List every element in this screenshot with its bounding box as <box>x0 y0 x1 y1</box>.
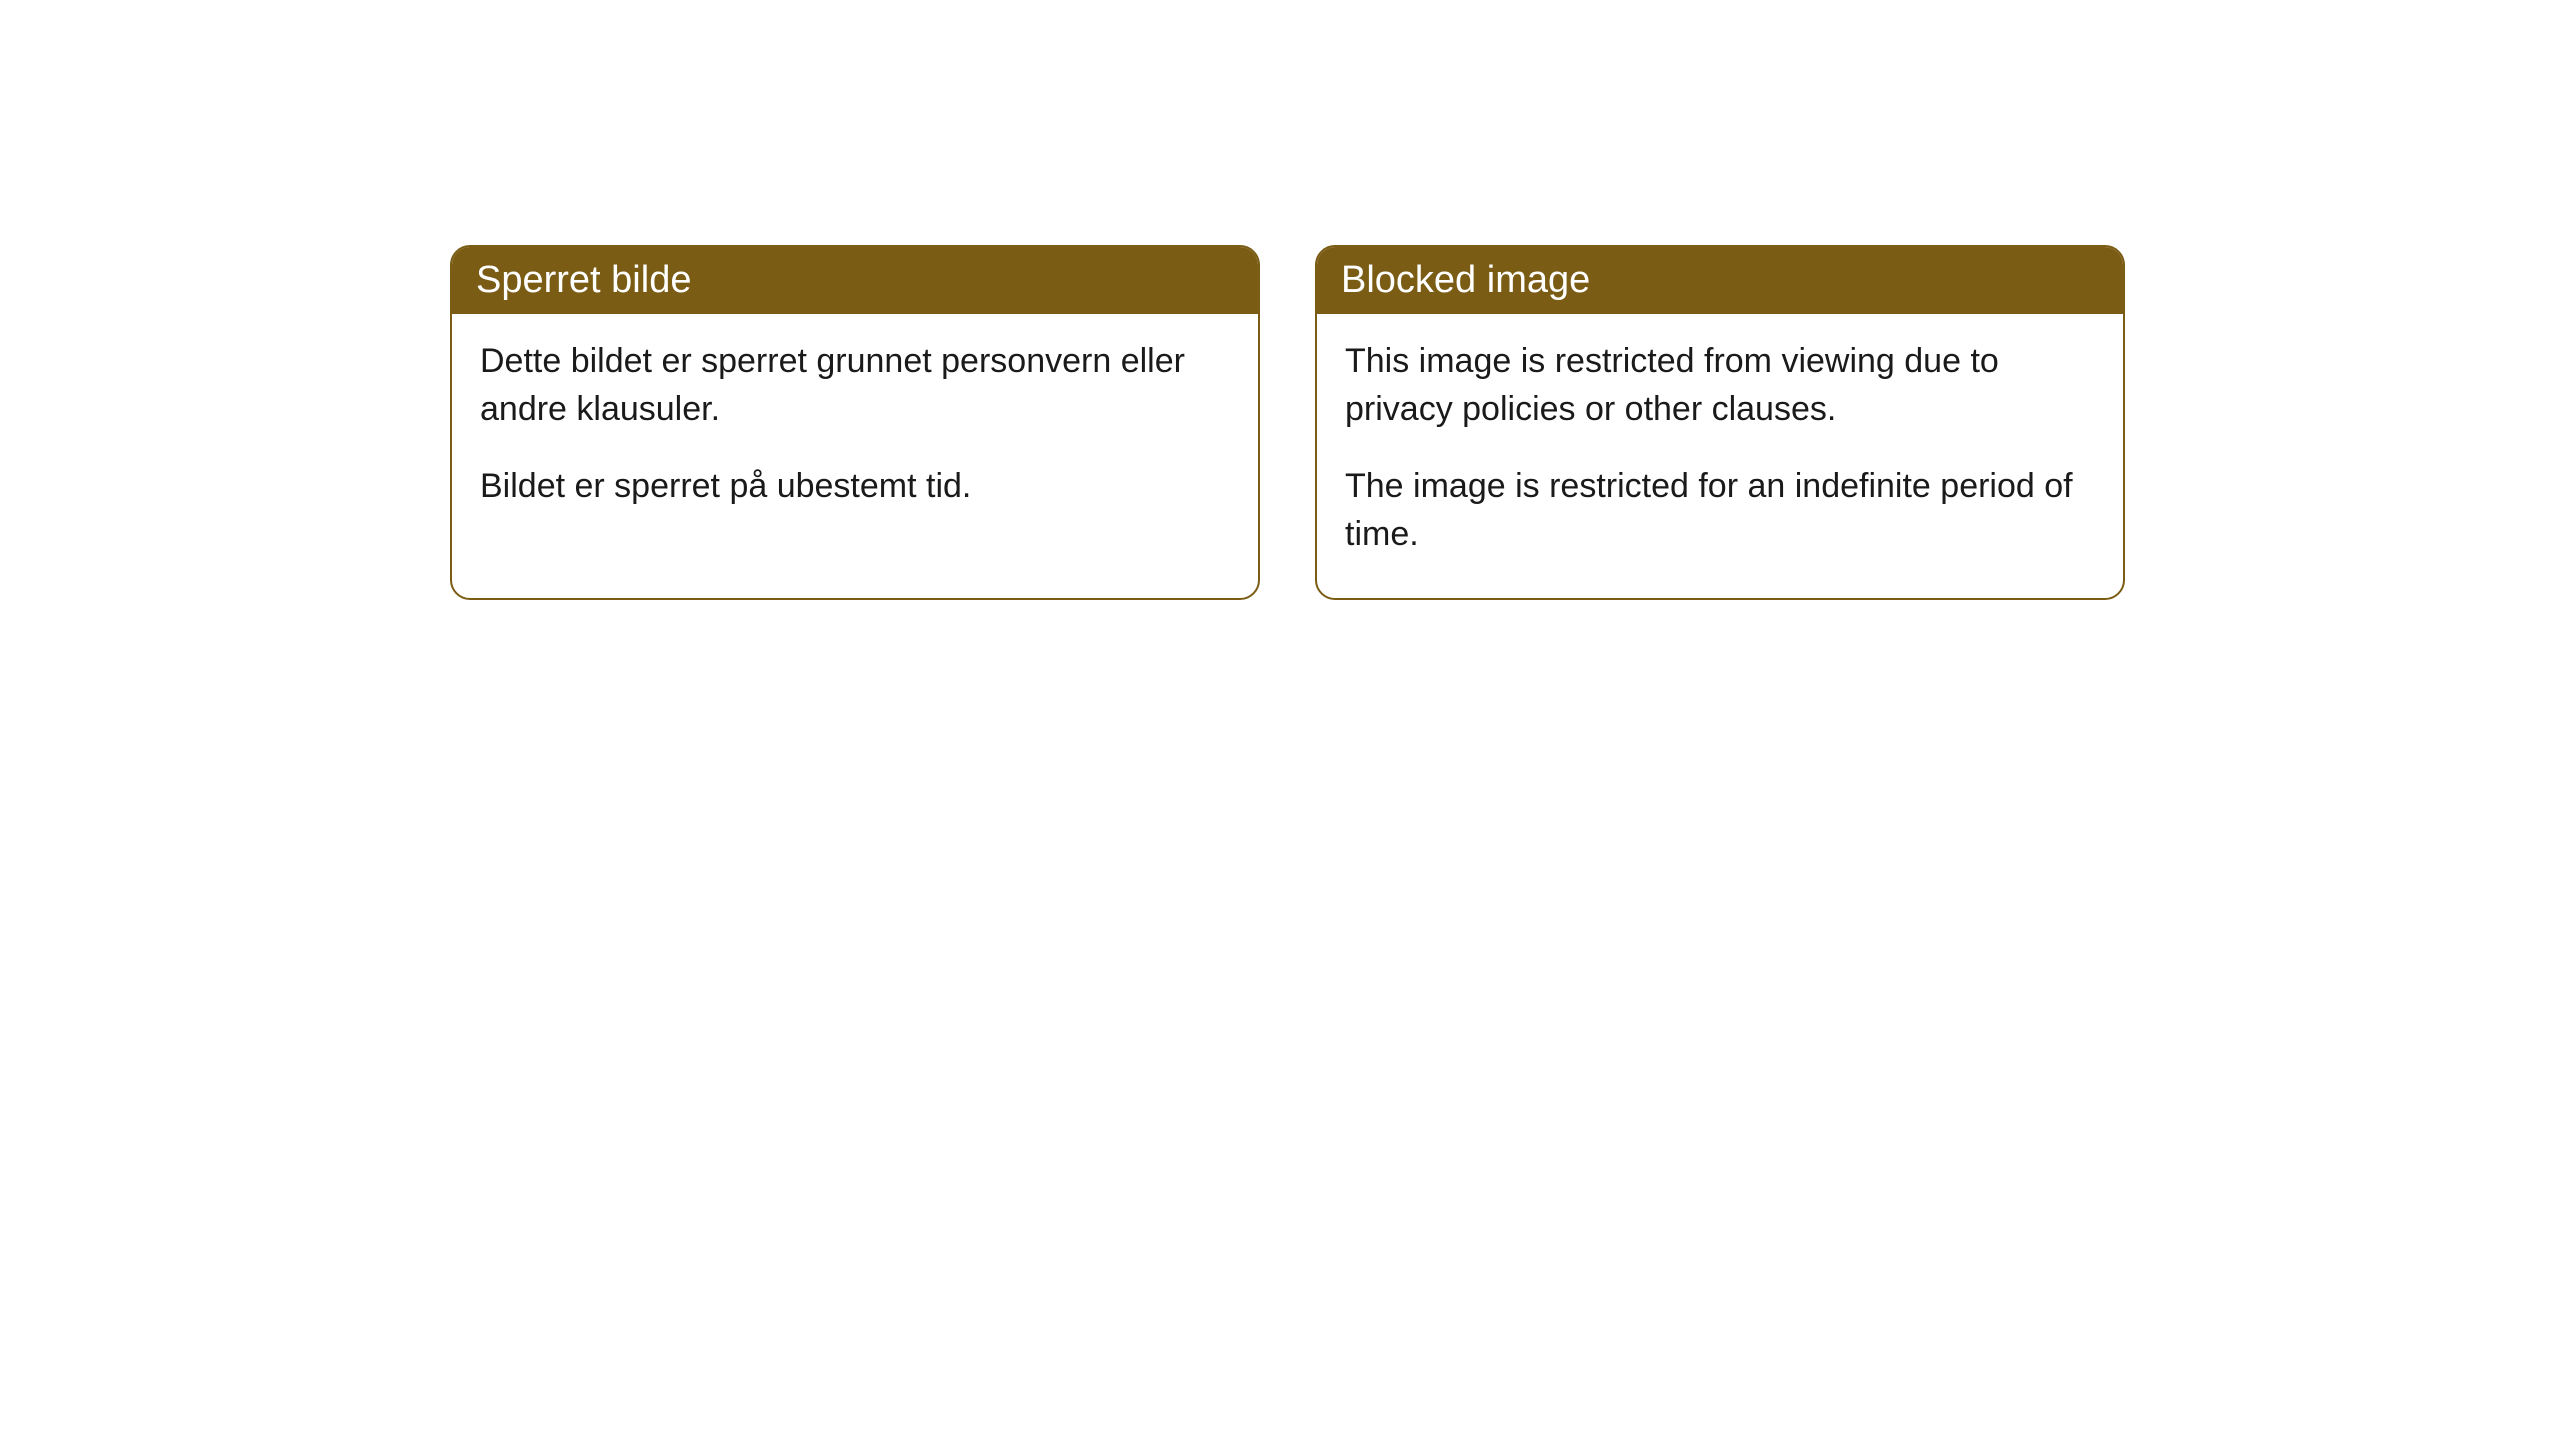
card-english: Blocked image This image is restricted f… <box>1315 245 2125 600</box>
card-body-english: This image is restricted from viewing du… <box>1317 314 2123 598</box>
card-title-norwegian: Sperret bilde <box>452 247 1258 314</box>
card-title-english: Blocked image <box>1317 247 2123 314</box>
card-paragraph-1-english: This image is restricted from viewing du… <box>1345 338 2095 433</box>
card-body-norwegian: Dette bildet er sperret grunnet personve… <box>452 314 1258 551</box>
card-paragraph-2-norwegian: Bildet er sperret på ubestemt tid. <box>480 463 1230 511</box>
card-paragraph-1-norwegian: Dette bildet er sperret grunnet personve… <box>480 338 1230 433</box>
card-paragraph-2-english: The image is restricted for an indefinit… <box>1345 463 2095 558</box>
cards-container: Sperret bilde Dette bildet er sperret gr… <box>450 245 2125 600</box>
card-norwegian: Sperret bilde Dette bildet er sperret gr… <box>450 245 1260 600</box>
